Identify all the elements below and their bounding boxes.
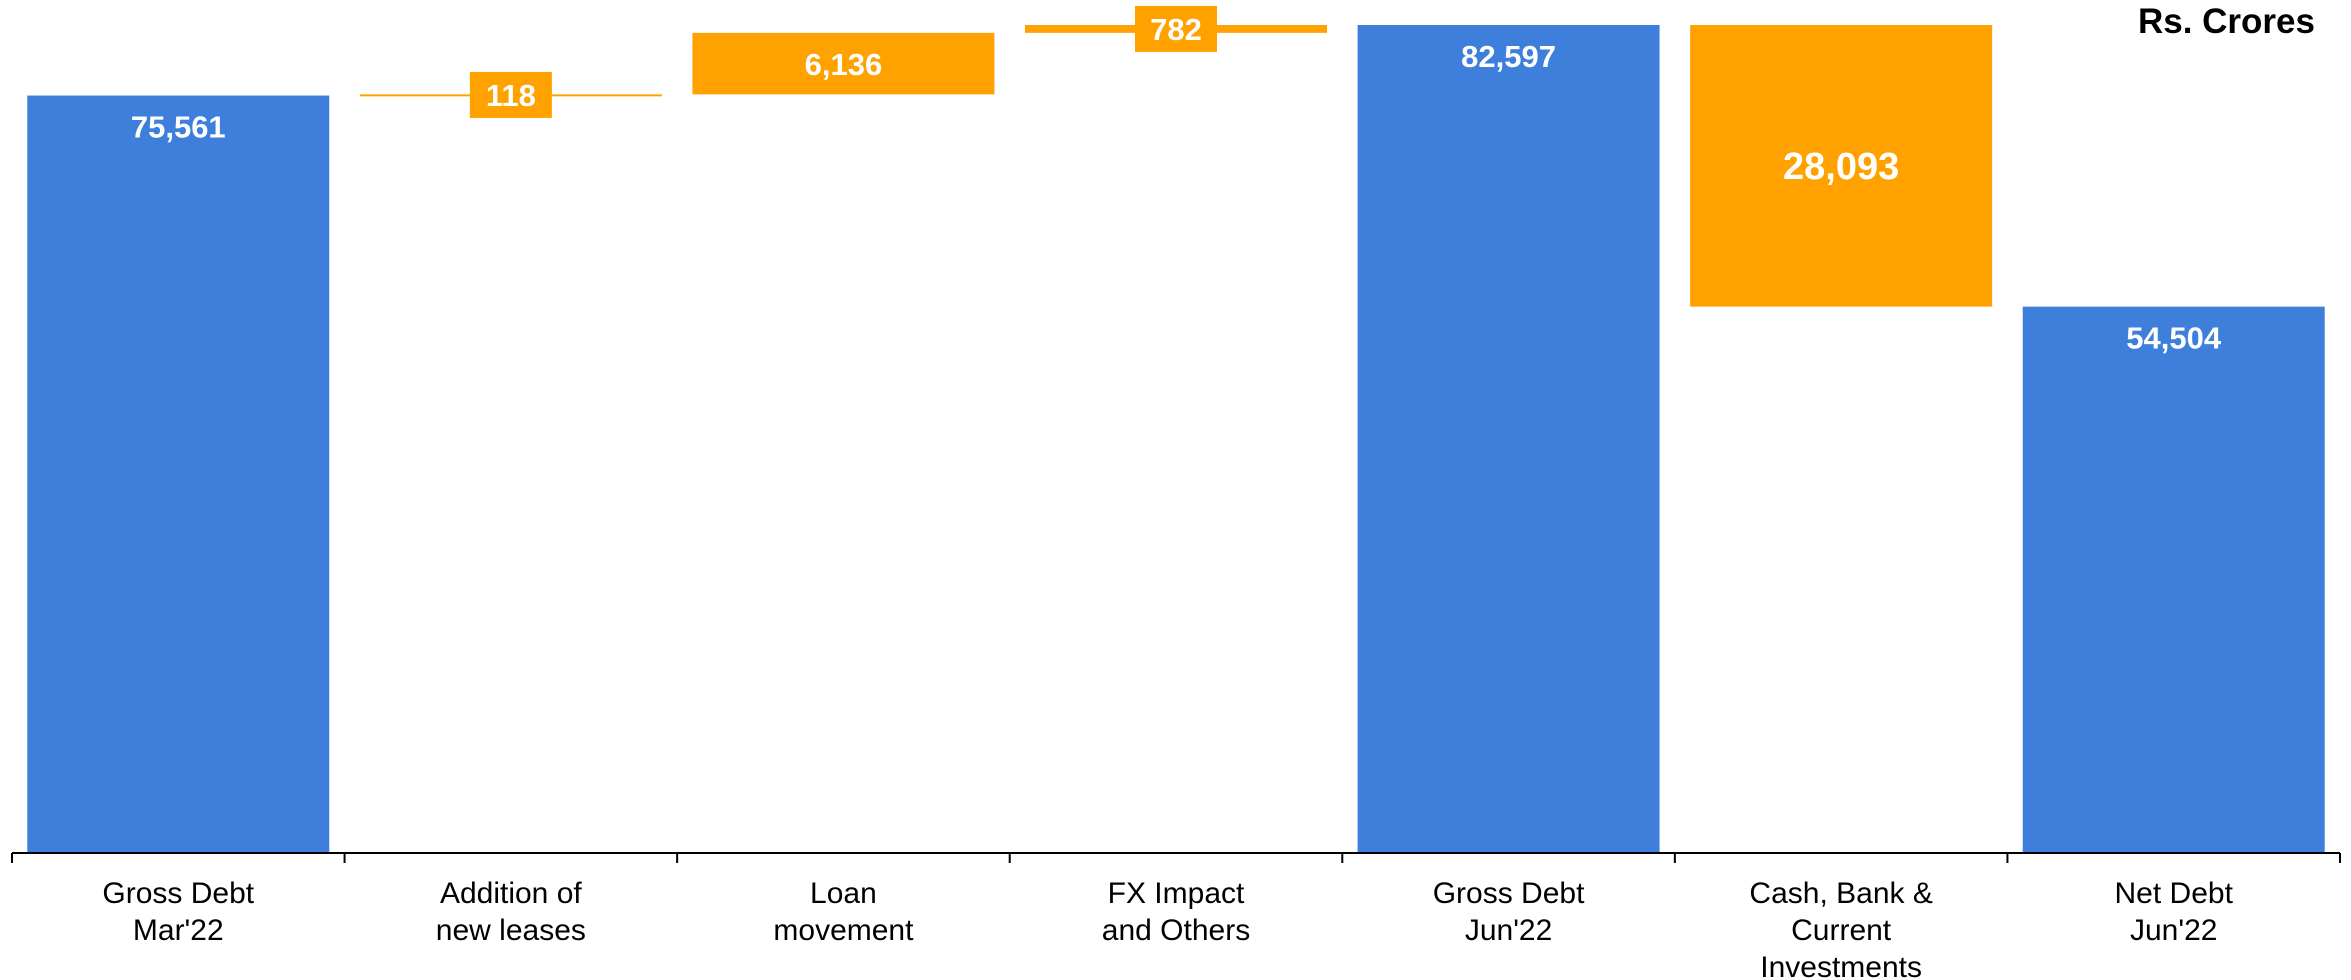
category-label: FX Impact (1108, 877, 1245, 910)
bar-value-label: 54,504 (2126, 321, 2222, 356)
bar-6 (1690, 25, 1993, 307)
bar-value-label-box (469, 71, 552, 118)
category-label: Mar'22 (133, 914, 224, 947)
bar-value-label: 75,561 (131, 110, 226, 145)
category-label: Net Debt (2115, 877, 2234, 910)
category-label: Jun'22 (1465, 914, 1552, 947)
bar-1 (27, 95, 330, 853)
unit-label: Rs. Crores (2137, 2, 2315, 41)
category-label: Loan (810, 877, 877, 910)
bar-value-label: 782 (1150, 12, 1202, 47)
bar-7 (2022, 306, 2325, 853)
category-label: Investments (1760, 951, 1922, 980)
bar-3 (692, 32, 995, 95)
category-label: movement (773, 914, 914, 947)
bar-value-label: 6,136 (805, 47, 883, 82)
bar-value-label: 118 (486, 78, 536, 113)
category-label: and Others (1102, 914, 1250, 947)
bar-5 (1357, 25, 1660, 853)
category-label: Current (1791, 914, 1892, 947)
bar-value-label: 28,093 (1783, 146, 1899, 188)
bar-value-label: 82,597 (1461, 39, 1556, 74)
category-label: Gross Debt (102, 877, 254, 910)
bar-value-label-box (1135, 5, 1217, 52)
category-label: new leases (436, 914, 586, 947)
category-label: Cash, Bank & (1749, 877, 1932, 910)
category-label: Addition of (440, 877, 582, 910)
category-label: Gross Debt (1433, 877, 1585, 910)
category-label: Jun'22 (2130, 914, 2217, 947)
